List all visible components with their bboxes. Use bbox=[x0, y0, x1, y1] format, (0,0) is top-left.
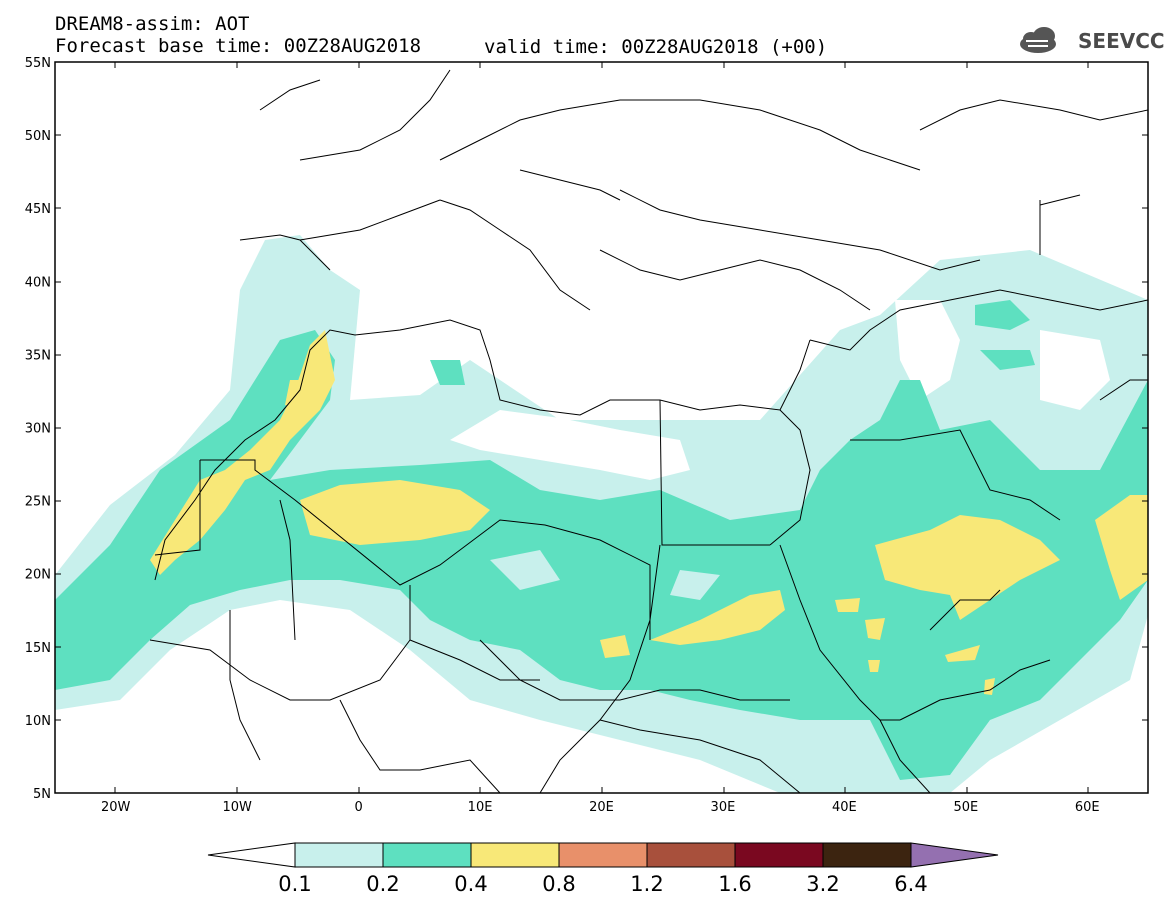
lat-label: 45N bbox=[25, 202, 51, 217]
colorbar-label: 0.2 bbox=[366, 872, 399, 896]
aot-contour-0-4 bbox=[150, 330, 335, 575]
lon-label: 10E bbox=[468, 800, 493, 815]
lon-label: 0 bbox=[354, 800, 362, 815]
longitude-labels: 20W 10W 0 10E 20E 30E 40E 50E 60E bbox=[101, 800, 1100, 815]
lat-label: 50N bbox=[25, 129, 51, 144]
colorbar-below-arrow bbox=[207, 842, 296, 868]
colorbar-label: 0.1 bbox=[278, 872, 311, 896]
lon-label: 50E bbox=[953, 800, 978, 815]
colorbar-above-arrow bbox=[910, 842, 999, 868]
colorbar-box bbox=[734, 842, 824, 868]
colorbar-box bbox=[470, 842, 560, 868]
colorbar-label: 6.4 bbox=[894, 872, 927, 896]
colorbar-box bbox=[382, 842, 472, 868]
lat-label: 25N bbox=[25, 495, 51, 510]
colorbar-label: 1.6 bbox=[718, 872, 751, 896]
colorbar-label: 0.4 bbox=[454, 872, 487, 896]
lat-label: 35N bbox=[25, 348, 51, 363]
lon-label: 20E bbox=[589, 800, 614, 815]
lat-label: 30N bbox=[25, 422, 51, 437]
map-frame bbox=[54, 61, 1149, 794]
logo-text: SEEVCCC bbox=[1078, 29, 1165, 53]
colorbar-box bbox=[558, 842, 648, 868]
lon-label: 60E bbox=[1075, 800, 1100, 815]
lon-label: 20W bbox=[101, 800, 131, 815]
lat-label: 55N bbox=[25, 56, 51, 71]
lon-label: 40E bbox=[832, 800, 857, 815]
colorbar-label: 1.2 bbox=[630, 872, 663, 896]
valid-time: valid time: 00Z28AUG2018 (+00) bbox=[484, 36, 828, 58]
map-title: DREAM8-assim: AOT bbox=[55, 13, 250, 35]
lat-label: 10N bbox=[25, 714, 51, 729]
forecast-base-time: Forecast base time: 00Z28AUG2018 bbox=[55, 35, 422, 57]
colorbar-label: 3.2 bbox=[806, 872, 839, 896]
cloud-logo-icon bbox=[1020, 27, 1056, 53]
country-borders bbox=[149, 69, 1148, 793]
lon-label: 10W bbox=[222, 800, 252, 815]
colorbar-box bbox=[646, 842, 736, 868]
colorbar-label: 0.8 bbox=[542, 872, 575, 896]
colorbar-box bbox=[822, 842, 912, 868]
colorbar-box bbox=[294, 842, 384, 868]
lat-label: 20N bbox=[25, 568, 51, 583]
lon-label: 30E bbox=[711, 800, 736, 815]
latitude-labels: 55N 50N 45N 40N 35N 30N 25N 20N 15N 10N 5N bbox=[25, 56, 51, 802]
lat-label: 5N bbox=[33, 787, 51, 802]
lat-label: 40N bbox=[25, 275, 51, 290]
lat-label: 15N bbox=[25, 641, 51, 656]
